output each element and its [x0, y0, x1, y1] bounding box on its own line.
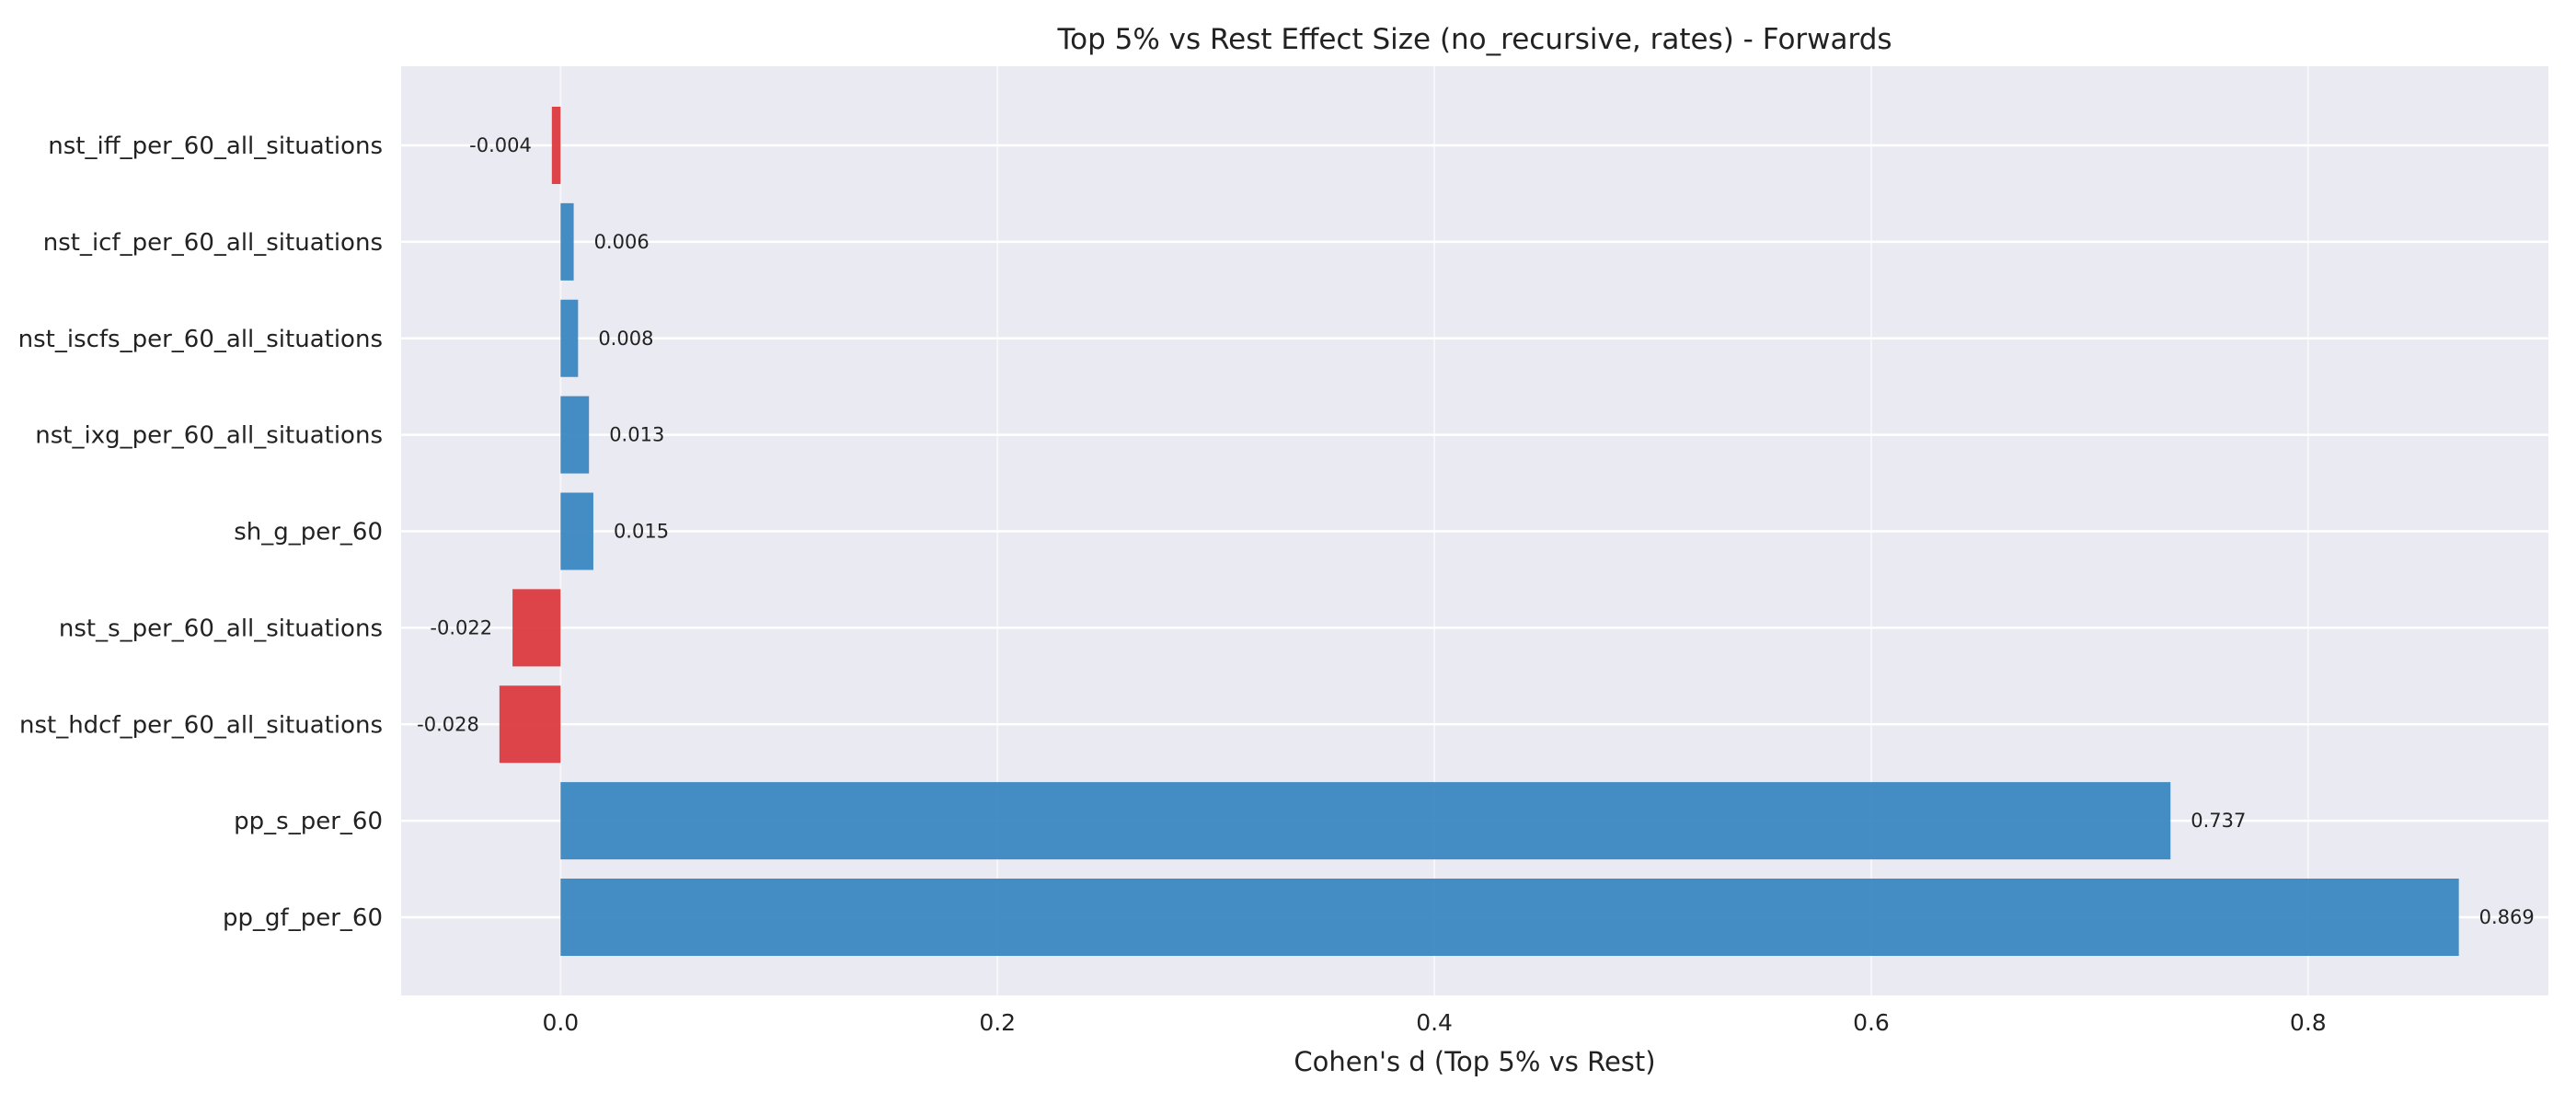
category-label: pp_gf_per_60 [223, 904, 383, 932]
bar-value-label: -0.004 [469, 134, 532, 156]
category-label: nst_icf_per_60_all_situations [43, 229, 383, 257]
bar-value-label: 0.869 [2479, 906, 2535, 928]
category-label: nst_ixg_per_60_all_situations [35, 422, 383, 450]
bars [499, 107, 2459, 956]
x-tick-label: 0.4 [1416, 1009, 1453, 1036]
bar-value-label: 0.015 [614, 521, 669, 543]
category-label: nst_s_per_60_all_situations [59, 615, 383, 642]
bar [512, 589, 561, 667]
bar [560, 782, 2171, 860]
bar-value-label: 0.008 [598, 328, 653, 350]
bar [560, 879, 2459, 956]
x-tick-label: 0.8 [2290, 1009, 2327, 1036]
category-label: sh_g_per_60 [234, 519, 383, 546]
category-labels: nst_iff_per_60_all_situations nst_icf_per… [18, 132, 383, 932]
bar [499, 685, 561, 764]
bar [551, 107, 561, 184]
bar [560, 202, 574, 281]
x-tick-labels: 0.0 0.2 0.4 0.6 0.8 [542, 1009, 2326, 1036]
x-tick-label: 0.6 [1853, 1009, 1890, 1036]
category-label: nst_iff_per_60_all_situations [48, 132, 383, 160]
category-label: nst_hdcf_per_60_all_situations [19, 711, 383, 739]
bar [560, 299, 579, 377]
bar-value-label: 0.737 [2191, 810, 2246, 832]
value-labels: -0.004 0.006 0.008 0.013 0.015 -0.022 -0.028 0.… [417, 134, 2535, 928]
bar-value-label: 0.013 [609, 424, 664, 446]
category-label: nst_iscfs_per_60_all_situations [18, 326, 383, 353]
bar [560, 492, 593, 570]
bar [560, 396, 590, 474]
chart-title: Top 5% vs Rest Effect Size (no_recursive… [1056, 23, 1892, 56]
bar-value-label: -0.022 [430, 616, 492, 638]
x-tick-label: 0.2 [979, 1009, 1016, 1036]
x-tick-label: 0.0 [542, 1009, 579, 1036]
bar-value-label: 0.006 [594, 231, 650, 253]
bar-value-label: -0.028 [417, 713, 479, 735]
x-axis-label: Cohen's d (Top 5% vs Rest) [1294, 1046, 1655, 1077]
category-label: pp_s_per_60 [234, 808, 383, 835]
